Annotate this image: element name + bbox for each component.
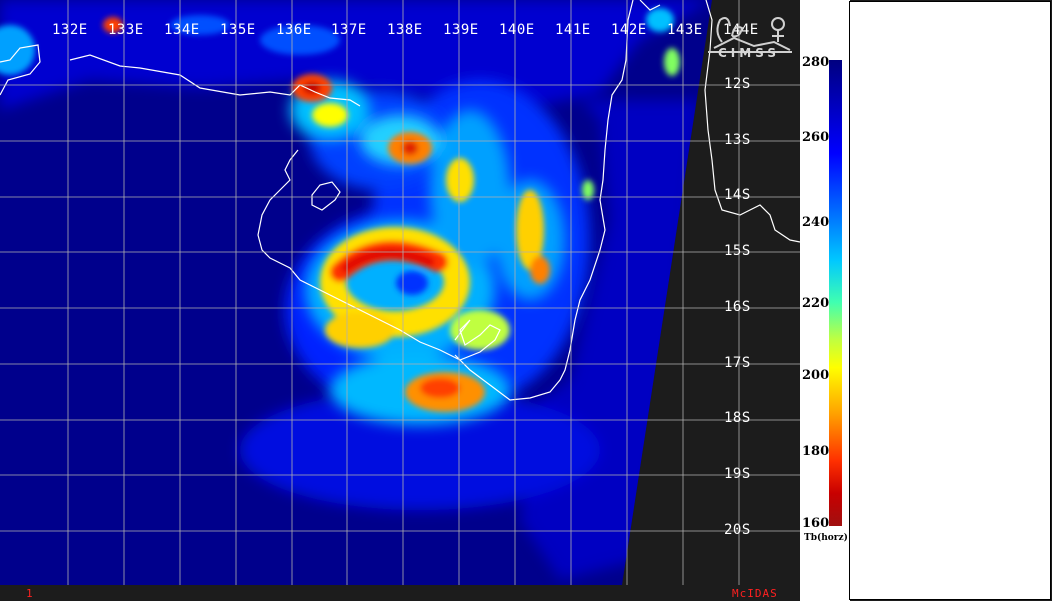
lon-label-132e: 132E bbox=[52, 22, 88, 38]
cimss-logo-text: CIMSS bbox=[718, 46, 780, 60]
colorbar-gradient bbox=[829, 60, 842, 526]
colorbar-tick-200: 200 bbox=[802, 368, 830, 383]
colorbar-tick-240: 240 bbox=[802, 215, 830, 230]
lat-label-19s: 19S bbox=[724, 466, 751, 482]
satellite-map: 132E 133E 134E 135E 136E 137E 138E 139E … bbox=[0, 0, 819, 601]
footer-frame-number: 1 bbox=[26, 587, 33, 600]
lon-label-139e: 139E bbox=[443, 22, 479, 38]
lat-label-17s: 17S bbox=[724, 355, 751, 371]
colorbar-units: Tb(horz) bbox=[804, 533, 848, 543]
lat-label-15s: 15S bbox=[724, 243, 751, 259]
lat-label-16s: 16S bbox=[724, 299, 751, 315]
colorbar-tick-220: 220 bbox=[802, 296, 830, 311]
lon-label-135e: 135E bbox=[220, 22, 256, 38]
colorbar-tick-260: 260 bbox=[802, 130, 830, 145]
lat-label-13s: 13S bbox=[724, 132, 751, 148]
lon-label-133e: 133E bbox=[108, 22, 144, 38]
lon-label-136e: 136E bbox=[276, 22, 312, 38]
lon-label-142e: 142E bbox=[611, 22, 647, 38]
cimss-logo-icon bbox=[708, 17, 792, 53]
lon-label-143e: 143E bbox=[667, 22, 703, 38]
lon-label-134e: 134E bbox=[164, 22, 200, 38]
lat-label-18s: 18S bbox=[724, 410, 751, 426]
lon-label-138e: 138E bbox=[387, 22, 423, 38]
colorbar-tick-280: 280 bbox=[802, 55, 830, 70]
colorbar-tick-180: 180 bbox=[802, 444, 830, 459]
lon-label-141e: 141E bbox=[555, 22, 591, 38]
lat-label-20s: 20S bbox=[724, 522, 751, 538]
lat-label-12s: 12S bbox=[724, 76, 751, 92]
footer-mcidas-label: McIDAS bbox=[732, 587, 778, 600]
microwave-imagery bbox=[0, 0, 800, 585]
blank-side-panel bbox=[849, 1, 1051, 600]
lon-label-140e: 140E bbox=[499, 22, 535, 38]
lat-label-14s: 14S bbox=[724, 187, 751, 203]
colorbar-tick-160: 160 bbox=[802, 516, 830, 531]
lon-label-137e: 137E bbox=[331, 22, 367, 38]
